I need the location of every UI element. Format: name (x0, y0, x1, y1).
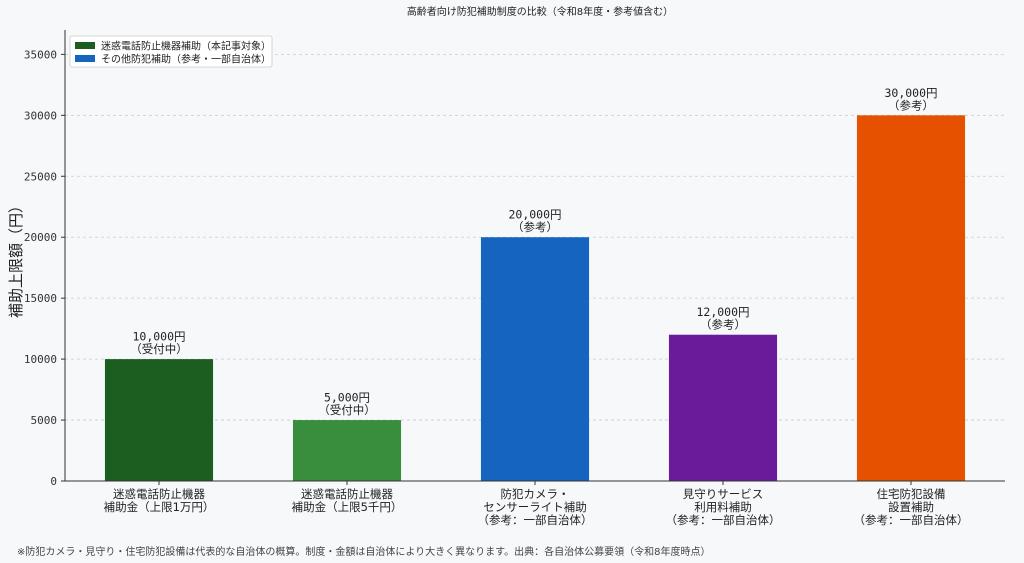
bar-value-label: 10,000円 (132, 330, 185, 344)
bar (104, 359, 214, 481)
y-tick-label: 30000 (24, 109, 57, 122)
legend-swatch (75, 55, 95, 62)
x-tick-label: 利用料補助 (694, 500, 752, 514)
x-tick-label: 設置補助 (888, 500, 934, 514)
y-tick-label: 5000 (31, 414, 58, 427)
legend-label: 迷惑電話防止機器補助（本記事対象） (101, 40, 271, 53)
bar-value-label: （参考） (700, 318, 746, 332)
bar (668, 334, 778, 481)
bar-value-labels: 10,000円（受付中）5,000円（受付中）20,000円（参考）12,000… (130, 86, 937, 417)
x-tick-label: 防犯カメラ・ (501, 487, 570, 501)
bar-value-label: （受付中） (318, 403, 376, 417)
bar (480, 237, 590, 481)
bar (292, 420, 402, 481)
y-tick-label: 25000 (24, 170, 57, 183)
x-tick-label: センサーライト補助 (483, 500, 587, 514)
y-tick-label: 10000 (24, 353, 57, 366)
x-tick-label: 住宅防犯設備 (877, 487, 946, 501)
axes: 0 5000 10000 15000 20000 25000 30000 35000 (24, 30, 1005, 488)
bar-value-label: （参考） (888, 98, 934, 112)
category-labels: 迷惑電話防止機器補助金（上限1万円）迷惑電話防止機器補助金（上限5千円）防犯カメ… (104, 487, 969, 527)
x-tick-label: （参考：一部自治体） (854, 513, 969, 527)
y-tick-label: 20000 (24, 231, 57, 244)
bar-value-label: （参考） (512, 220, 558, 234)
y-axis-label: 補助上限額（円） (7, 198, 25, 318)
legend-label: その他防犯補助（参考・一部自治体） (101, 53, 271, 66)
bar-value-label: 5,000円 (324, 391, 370, 405)
y-tick-label: 35000 (24, 48, 57, 61)
x-tick-label: 補助金（上限5千円） (292, 500, 403, 514)
x-tick-label: 見守りサービス (683, 487, 764, 501)
legend: 迷惑電話防止機器補助（本記事対象）その他防犯補助（参考・一部自治体） (69, 35, 273, 68)
bar-value-label: 12,000円 (696, 305, 749, 319)
y-tick-label: 0 (50, 475, 57, 488)
bar-value-label: 20,000円 (508, 208, 561, 222)
bars (104, 115, 966, 481)
y-tick-label: 15000 (24, 292, 57, 305)
bar-value-label: （受付中） (130, 342, 188, 356)
x-tick-label: 迷惑電話防止機器 (301, 487, 393, 501)
x-tick-label: （参考：一部自治体） (478, 513, 593, 527)
x-tick-label: 補助金（上限1万円） (104, 500, 215, 514)
legend-box (69, 35, 273, 68)
legend-swatch (75, 42, 95, 49)
bar (856, 115, 966, 481)
bar-value-label: 30,000円 (884, 86, 937, 100)
chart-title: 高齢者向け防犯補助制度の比較（令和8年度・参考値含む） (407, 5, 673, 18)
x-tick-label: 迷惑電話防止機器 (113, 487, 205, 501)
footnote: ※防犯カメラ・見守り・住宅防犯設備は代表的な自治体の概算。制度・金額は自治体によ… (17, 545, 711, 558)
x-tick-label: （参考：一部自治体） (666, 513, 781, 527)
